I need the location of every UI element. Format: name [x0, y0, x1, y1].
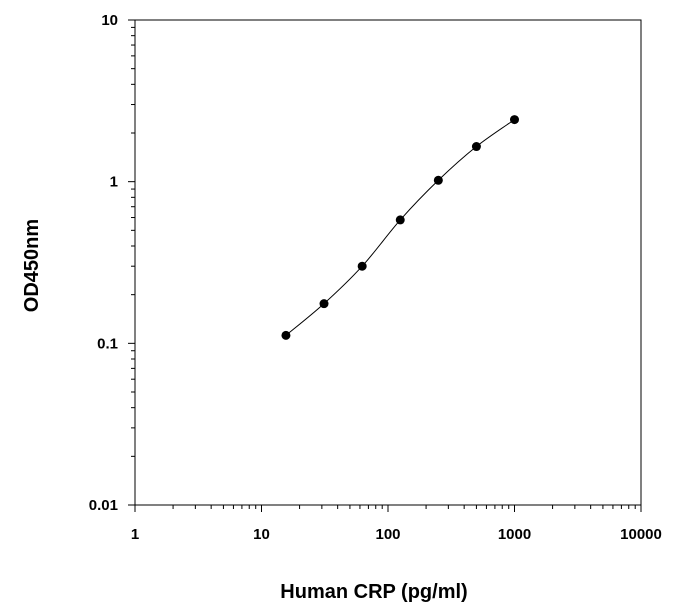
data-point: [357, 261, 367, 271]
y-axis: 0.01 0.1 1 10: [89, 12, 135, 514]
series-layer: [281, 115, 519, 340]
plot-area: [134, 19, 642, 506]
y-tick-label: 10: [101, 12, 118, 29]
x-tick-label: 10000: [620, 526, 662, 543]
data-point: [510, 115, 519, 125]
x-tick-label: 1: [131, 526, 139, 543]
y-tick-label: 1: [110, 174, 118, 191]
x-axis: 1 10 100 1000 10000: [131, 505, 662, 543]
y-tick-label: 0.01: [89, 497, 118, 514]
plot-frame: [134, 19, 642, 506]
x-tick-label: 100: [375, 526, 400, 543]
data-point: [471, 142, 481, 152]
x-tick-label: 1000: [498, 526, 531, 543]
data-point: [281, 330, 291, 340]
y-axis-title: OD450nm: [21, 219, 43, 312]
x-axis-title: Human CRP (pg/ml): [280, 581, 467, 603]
y-tick-label: 0.1: [97, 335, 118, 352]
data-point: [319, 299, 329, 309]
x-tick-label: 10: [253, 526, 270, 543]
data-point: [395, 215, 405, 225]
data-point: [433, 175, 443, 185]
